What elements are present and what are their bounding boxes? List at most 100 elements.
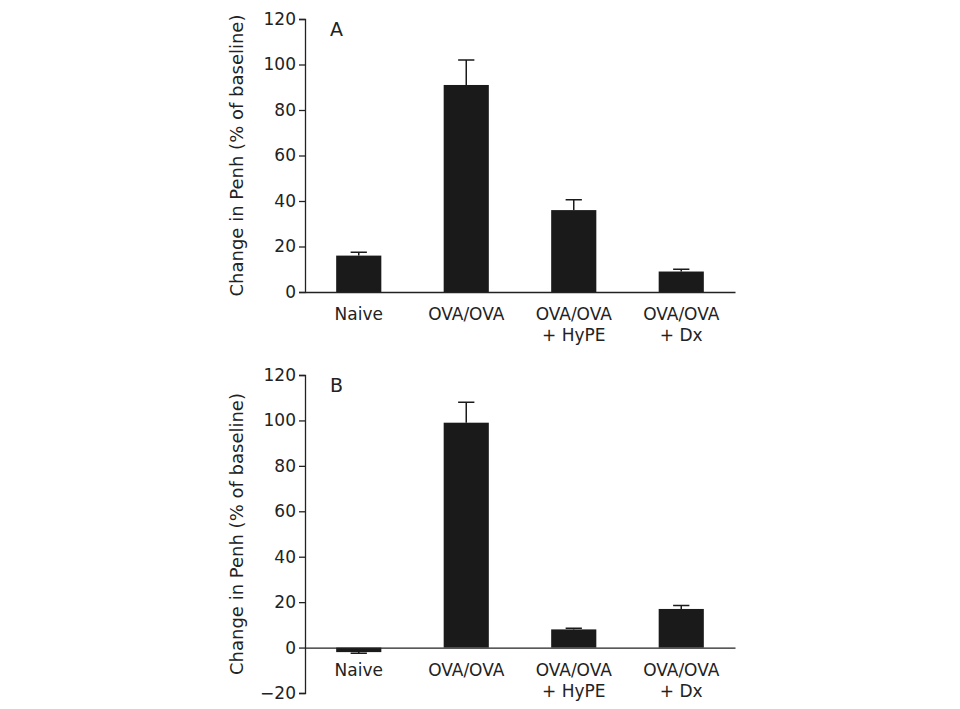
panel-label: B xyxy=(330,374,343,396)
x-tick-label: Naive xyxy=(335,660,383,680)
y-tick: 120 xyxy=(264,365,305,385)
y-tick-label: 20 xyxy=(274,236,296,256)
y-axis-line xyxy=(299,20,306,293)
x-tick-label: OVA/OVA xyxy=(428,304,505,324)
y-tick-mark xyxy=(299,602,305,603)
y-tick-mark xyxy=(299,375,305,376)
x-tick-label-line: + HyPE xyxy=(542,325,605,345)
x-tick: OVA/OVA+ Dx xyxy=(643,660,720,701)
x-axis: NaiveOVA/OVAOVA/OVA+ HyPEOVA/OVA+ Dx xyxy=(306,293,736,346)
y-tick-label: 60 xyxy=(274,501,296,521)
y-tick: 80 xyxy=(274,456,305,476)
y-tick-label: 40 xyxy=(274,191,296,211)
x-tick-label-line: OVA/OVA xyxy=(643,660,720,680)
y-tick-mark xyxy=(299,292,305,293)
x-axis-line xyxy=(306,292,736,293)
x-axis: NaiveOVA/OVAOVA/OVA+ HyPEOVA/OVA+ Dx xyxy=(306,648,736,701)
y-tick: 0 xyxy=(285,638,305,658)
y-tick-label: 80 xyxy=(274,456,296,476)
y-tick: 20 xyxy=(274,592,305,612)
chart-canvas: 020406080100120NaiveOVA/OVAOVA/OVA+ HyPE… xyxy=(0,0,960,709)
y-tick-mark xyxy=(299,110,305,111)
y-axis-line xyxy=(299,376,306,694)
y-tick: 80 xyxy=(274,100,305,120)
y-tick-label: 0 xyxy=(285,282,296,302)
y-tick: 100 xyxy=(264,54,305,74)
y-tick: 60 xyxy=(274,145,305,165)
y-tick-label: 120 xyxy=(264,365,296,385)
y-axis-title: Change in Penh (% of baseline) xyxy=(226,15,247,297)
y-tick-label: 100 xyxy=(264,410,296,430)
y-tick-label: 100 xyxy=(264,54,296,74)
y-tick-mark xyxy=(299,693,305,694)
x-tick-label: OVA/OVA+ Dx xyxy=(643,660,720,701)
panel: −20020406080100120NaiveOVA/OVAOVA/OVA+ H… xyxy=(226,365,736,703)
x-tick-label: OVA/OVA+ HyPE xyxy=(536,660,613,701)
x-tick-label: OVA/OVA+ HyPE xyxy=(536,304,613,345)
y-axis: −20 0 20 40 60 80 100 120 xyxy=(260,365,305,703)
x-tick-label-line: OVA/OVA xyxy=(536,660,613,680)
error-bar xyxy=(351,252,367,255)
x-tick-label-line: + HyPE xyxy=(542,681,605,701)
y-tick-mark xyxy=(299,201,305,202)
x-tick-label-line: Naive xyxy=(335,304,383,324)
y-tick: 0 xyxy=(285,282,305,302)
plot-area xyxy=(336,402,704,653)
y-tick-mark xyxy=(299,511,305,512)
error-bar xyxy=(458,402,474,422)
y-tick: 60 xyxy=(274,501,305,521)
x-tick-label: OVA/OVA xyxy=(428,660,505,680)
y-tick-mark xyxy=(299,64,305,65)
y-tick: 40 xyxy=(274,547,305,567)
error-bar xyxy=(673,269,689,271)
error-bar xyxy=(566,200,582,210)
y-tick: 100 xyxy=(264,410,305,430)
x-tick: Naive xyxy=(335,304,383,324)
y-tick-label: 80 xyxy=(274,100,296,120)
y-tick-label: 0 xyxy=(285,638,296,658)
x-tick: OVA/OVA xyxy=(428,304,505,324)
x-tick-label-line: OVA/OVA xyxy=(428,304,505,324)
x-tick: OVA/OVA+ HyPE xyxy=(536,304,613,345)
y-tick-mark xyxy=(299,155,305,156)
y-tick-label: −20 xyxy=(260,683,296,703)
x-tick-label-line: + Dx xyxy=(660,325,703,345)
y-tick: 40 xyxy=(274,191,305,211)
bar xyxy=(659,609,704,648)
error-bar xyxy=(351,652,367,653)
y-tick-mark xyxy=(299,647,305,648)
error-bar xyxy=(458,60,474,85)
y-tick: −20 xyxy=(260,683,305,703)
bar xyxy=(444,85,489,292)
y-tick-label: 60 xyxy=(274,145,296,165)
x-axis-line xyxy=(306,647,736,648)
y-tick: 20 xyxy=(274,236,305,256)
y-axis-title: Change in Penh (% of baseline) xyxy=(226,393,247,675)
y-tick-mark xyxy=(299,557,305,558)
y-tick-label: 20 xyxy=(274,592,296,612)
bar xyxy=(659,272,704,292)
x-tick-label-line: OVA/OVA xyxy=(536,304,613,324)
y-tick-mark xyxy=(299,420,305,421)
x-tick-label-line: OVA/OVA xyxy=(428,660,505,680)
error-bar xyxy=(566,628,582,629)
bar xyxy=(444,423,489,648)
y-tick-label: 40 xyxy=(274,547,296,567)
y-axis: 0 20 40 60 80 100 120 xyxy=(264,9,306,302)
bar xyxy=(551,210,596,292)
x-tick-label: Naive xyxy=(335,304,383,324)
x-tick-label-line: Naive xyxy=(335,660,383,680)
x-tick-label: OVA/OVA+ Dx xyxy=(643,304,720,345)
x-tick-label-line: OVA/OVA xyxy=(643,304,720,324)
y-tick-label: 120 xyxy=(264,9,296,29)
x-tick: OVA/OVA+ Dx xyxy=(643,304,720,345)
bar xyxy=(336,256,381,292)
x-tick: OVA/OVA+ HyPE xyxy=(536,660,613,701)
panel-label: A xyxy=(330,18,343,40)
error-bar xyxy=(673,606,689,609)
plot-area xyxy=(336,60,704,292)
panel: 020406080100120NaiveOVA/OVAOVA/OVA+ HyPE… xyxy=(226,9,736,345)
y-tick-mark xyxy=(299,19,305,20)
x-tick: OVA/OVA xyxy=(428,660,505,680)
x-tick-label-line: + Dx xyxy=(660,681,703,701)
